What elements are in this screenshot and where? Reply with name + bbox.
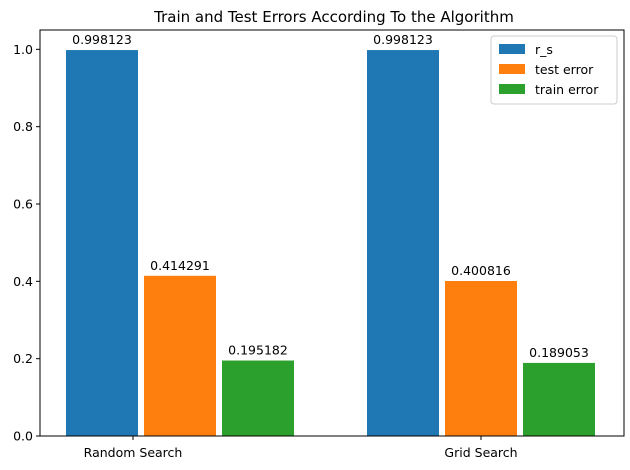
legend-swatch-test-error bbox=[499, 64, 525, 74]
y-tick-label-1: 0.2 bbox=[13, 351, 33, 366]
plot-frame bbox=[39, 29, 625, 437]
x-tick-label-0: Random Search bbox=[84, 445, 183, 460]
bar-r-s-0 bbox=[66, 50, 138, 436]
data-label-train-error-0: 0.195182 bbox=[228, 343, 288, 358]
y-tick-label-0: 0.0 bbox=[13, 429, 33, 444]
chart-title: Train and Test Errors According To the A… bbox=[153, 8, 514, 26]
data-label-test-error-1: 0.400816 bbox=[451, 263, 511, 278]
bar-r-s-1 bbox=[367, 50, 439, 436]
bars-layer bbox=[66, 50, 595, 436]
data-labels-layer: 0.998123 0.414291 0.195182 0.998123 0.400816… bbox=[72, 32, 589, 360]
x-tick-label-1: Grid Search bbox=[444, 445, 517, 460]
bar-test-error-1 bbox=[445, 281, 517, 436]
legend-label-r-s: r_s bbox=[535, 42, 553, 57]
legend-swatch-train-error bbox=[499, 84, 525, 94]
y-tick-label-2: 0.4 bbox=[13, 274, 33, 289]
y-tick-label-3: 0.6 bbox=[13, 197, 33, 212]
data-label-r-s-1: 0.998123 bbox=[373, 32, 433, 47]
y-tick-label-4: 0.8 bbox=[13, 119, 33, 134]
bar-test-error-0 bbox=[144, 275, 216, 436]
bar-train-error-1 bbox=[523, 362, 595, 436]
y-axis: 0.0 0.2 0.4 0.6 0.8 1.0 bbox=[13, 42, 40, 444]
y-tick-label-5: 1.0 bbox=[13, 42, 33, 57]
data-label-test-error-0: 0.414291 bbox=[150, 258, 210, 273]
legend-label-train-error: train error bbox=[535, 82, 599, 97]
x-axis: Random Search Grid Search bbox=[84, 436, 518, 460]
bar-train-error-0 bbox=[222, 360, 294, 436]
legend-label-test-error: test error bbox=[535, 62, 594, 77]
data-label-r-s-0: 0.998123 bbox=[72, 32, 132, 47]
data-label-train-error-1: 0.189053 bbox=[529, 345, 589, 360]
legend-swatch-r-s bbox=[499, 44, 525, 54]
